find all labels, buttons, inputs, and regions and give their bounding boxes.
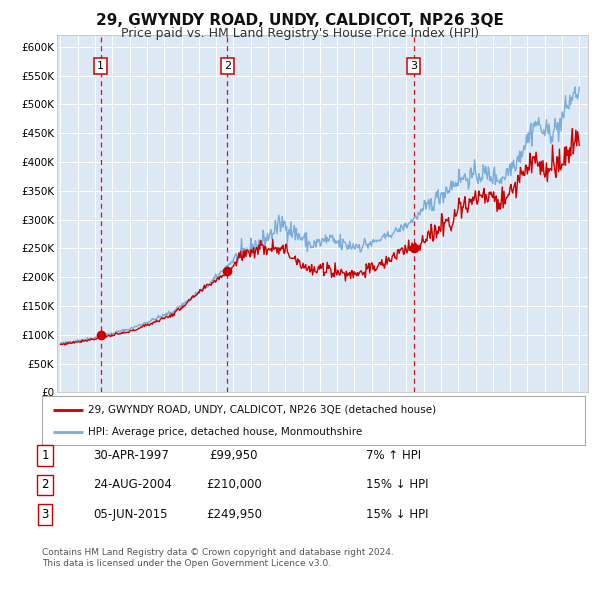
Text: 24-AUG-2004: 24-AUG-2004 <box>93 478 172 491</box>
Text: HPI: Average price, detached house, Monmouthshire: HPI: Average price, detached house, Monm… <box>88 427 362 437</box>
Text: 3: 3 <box>410 61 418 71</box>
Text: Price paid vs. HM Land Registry's House Price Index (HPI): Price paid vs. HM Land Registry's House … <box>121 27 479 40</box>
Text: 2: 2 <box>224 61 231 71</box>
Text: 1: 1 <box>41 449 49 462</box>
Text: £99,950: £99,950 <box>210 449 258 462</box>
Text: £210,000: £210,000 <box>206 478 262 491</box>
Text: 29, GWYNDY ROAD, UNDY, CALDICOT, NP26 3QE (detached house): 29, GWYNDY ROAD, UNDY, CALDICOT, NP26 3Q… <box>88 405 436 415</box>
Text: 7% ↑ HPI: 7% ↑ HPI <box>366 449 421 462</box>
Text: Contains HM Land Registry data © Crown copyright and database right 2024.
This d: Contains HM Land Registry data © Crown c… <box>42 548 394 568</box>
Text: 2: 2 <box>41 478 49 491</box>
Text: £249,950: £249,950 <box>206 508 262 521</box>
Text: 15% ↓ HPI: 15% ↓ HPI <box>366 508 428 521</box>
Text: 15% ↓ HPI: 15% ↓ HPI <box>366 478 428 491</box>
Text: 29, GWYNDY ROAD, UNDY, CALDICOT, NP26 3QE: 29, GWYNDY ROAD, UNDY, CALDICOT, NP26 3Q… <box>96 13 504 28</box>
Text: 1: 1 <box>97 61 104 71</box>
Text: 05-JUN-2015: 05-JUN-2015 <box>93 508 167 521</box>
Text: 30-APR-1997: 30-APR-1997 <box>93 449 169 462</box>
Text: 3: 3 <box>41 508 49 521</box>
